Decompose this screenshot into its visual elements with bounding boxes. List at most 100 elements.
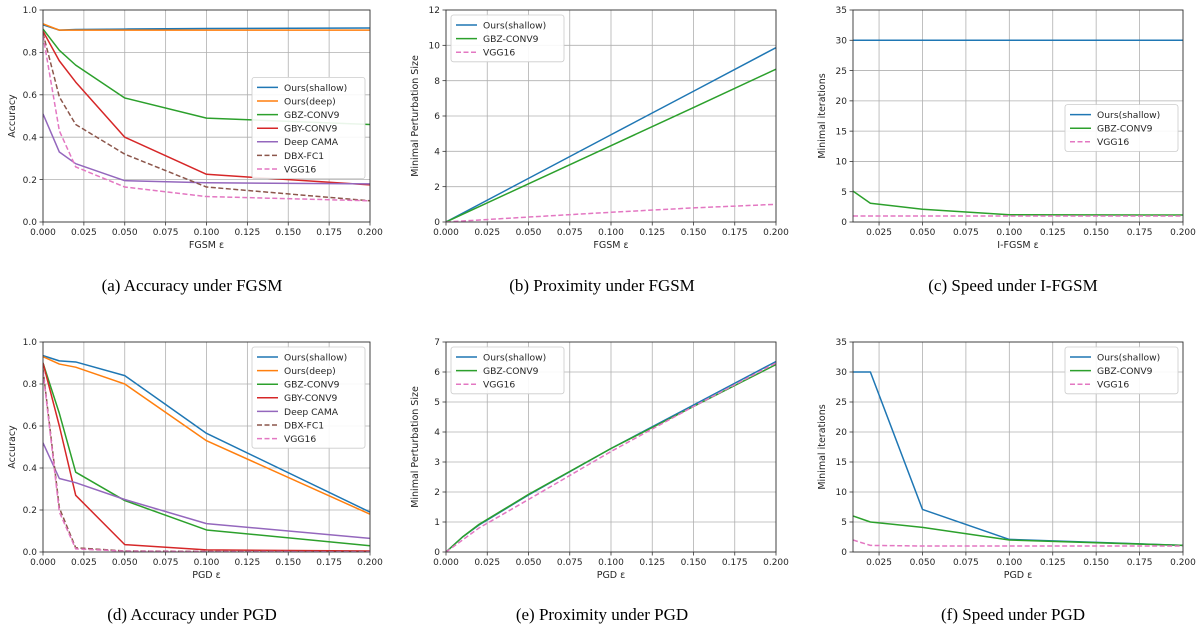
y-tick-label: 0.8 <box>23 380 38 390</box>
series-line-deep-cama <box>43 113 370 185</box>
legend: Ours(shallow) GBZ-CONV9 VGG16 <box>1064 104 1179 152</box>
legend-label: GBZ-CONV9 <box>284 380 340 391</box>
x-axis-label: FGSM ε <box>593 240 628 251</box>
y-tick-label: 20 <box>836 97 848 107</box>
y-tick-label: 8 <box>434 77 440 87</box>
chart-panel-e: 0.000 0.025 0.050 0.075 0.100 0.125 0.150 0.175… <box>410 338 789 581</box>
legend-box <box>450 14 565 63</box>
chart-panel-f: 0.025 0.050 0.075 0.100 0.125 0.150 0.175 0.200… <box>817 338 1196 581</box>
axes-frame <box>42 341 371 553</box>
series-line-gbz-conv9 <box>853 515 1183 547</box>
x-axis-label: I-FGSM ε <box>997 240 1038 251</box>
legend-box <box>1064 346 1179 395</box>
y-axis-label: Minimal Perturbation Size <box>410 55 421 177</box>
y-tick-label: 20 <box>836 428 848 438</box>
legend-label: Ours(shallow) <box>1097 110 1160 121</box>
x-tick-label: 0.050 <box>910 228 936 238</box>
legend-label: GBZ-CONV9 <box>1097 366 1153 377</box>
legend-label: GBY-CONV9 <box>284 124 338 135</box>
series-line-gbz-conv9 <box>43 28 370 126</box>
y-tick-label: 35 <box>836 6 847 16</box>
axes-frame <box>445 9 777 223</box>
y-tick-label: 5 <box>434 398 440 408</box>
x-tick-label: 0.150 <box>275 228 301 238</box>
x-tick-label: 0.050 <box>112 558 138 568</box>
legend-label: GBZ-CONV9 <box>483 366 539 377</box>
x-tick-label: 0.075 <box>557 558 583 568</box>
legend-label: VGG16 <box>1097 380 1129 391</box>
y-tick-label: 2 <box>434 488 440 498</box>
x-tick-label: 0.100 <box>194 228 220 238</box>
x-tick-label: 0.150 <box>275 558 301 568</box>
y-axis-label: Accuracy <box>7 94 18 138</box>
y-tick-label: 30 <box>836 368 848 378</box>
legend-label: Ours(shallow) <box>1097 352 1160 363</box>
x-tick-label: 0.200 <box>1170 228 1196 238</box>
caption-d: (d) Accuracy under PGD <box>107 605 277 624</box>
x-tick-label: 0.175 <box>1127 558 1153 568</box>
series-line-deep-cama <box>43 442 370 540</box>
y-tick-label: 3 <box>434 458 440 468</box>
series-line-gbz-conv9 <box>446 68 776 222</box>
x-tick-label: 0.150 <box>1083 228 1109 238</box>
chart-panel-d: 0.000 0.025 0.050 0.075 0.100 0.125 0.150 0.175… <box>7 338 383 581</box>
legend-label: VGG16 <box>284 164 316 175</box>
legend-label: Ours(deep) <box>284 366 336 377</box>
legend-box <box>1064 104 1179 152</box>
x-tick-label: 0.125 <box>639 228 665 238</box>
y-tick-label: 0 <box>434 218 440 228</box>
x-tick-label: 0.200 <box>357 558 383 568</box>
series-line-gbz-conv9 <box>853 190 1183 216</box>
x-tick-label: 0.000 <box>433 558 459 568</box>
y-axis-label: Minimal iterations <box>817 73 828 158</box>
series-group <box>446 360 776 552</box>
legend: Ours(shallow) GBZ-CONV9 VGG16 <box>450 346 565 395</box>
y-tick-label: 0.0 <box>23 218 38 228</box>
x-tick-label: 0.100 <box>194 558 220 568</box>
series-group <box>853 39 1183 217</box>
series-line-gbz-conv9 <box>43 362 370 547</box>
legend-label: VGG16 <box>1097 137 1129 148</box>
y-tick-label: 5 <box>841 188 847 198</box>
x-tick-label: 0.075 <box>557 228 583 238</box>
series-line-ours-shallow <box>446 46 776 222</box>
legend-box <box>450 346 565 395</box>
series-line-dbx-fc1 <box>43 33 370 202</box>
y-tick-label: 0 <box>841 548 847 558</box>
series-group <box>43 23 370 202</box>
x-tick-label: 0.175 <box>722 558 748 568</box>
y-tick-label: 0.2 <box>23 506 37 516</box>
y-tick-label: 25 <box>836 398 847 408</box>
y-tick-label: 7 <box>434 338 440 348</box>
legend-label: VGG16 <box>284 434 316 445</box>
y-tick-label: 1.0 <box>23 338 38 348</box>
x-tick-label: 0.150 <box>1083 558 1109 568</box>
x-tick-label: 0.075 <box>153 228 179 238</box>
series-line-vgg16 <box>446 203 776 222</box>
legend-label: Ours(shallow) <box>483 352 546 363</box>
legend-label: Ours(deep) <box>284 96 336 107</box>
x-tick-label: 0.000 <box>433 228 459 238</box>
x-tick-label: 0.000 <box>30 558 56 568</box>
legend: Ours(shallow) GBZ-CONV9 VGG16 <box>450 14 565 63</box>
legend-label: Ours(shallow) <box>284 83 347 94</box>
x-tick-label: 0.125 <box>639 558 665 568</box>
x-tick-label: 0.100 <box>598 558 624 568</box>
series-group <box>853 371 1183 547</box>
y-tick-label: 35 <box>836 338 847 348</box>
y-tick-label: 5 <box>841 518 847 528</box>
chart-panel-c: 0.025 0.050 0.075 0.100 0.125 0.150 0.175 0.200… <box>817 6 1196 251</box>
series-group <box>446 46 776 222</box>
legend-label: GBZ-CONV9 <box>483 34 539 45</box>
y-tick-label: 0 <box>841 218 847 228</box>
legend: Ours(shallow) Ours(deep) GBZ-CONV9 GBY-CONV… <box>251 77 366 179</box>
x-tick-label: 0.025 <box>474 228 500 238</box>
series-line-ours-deep <box>43 23 370 31</box>
series-line-vgg16 <box>446 362 776 552</box>
legend-label: Deep CAMA <box>284 407 339 418</box>
legend-label: VGG16 <box>483 48 515 59</box>
legend-label: GBZ-CONV9 <box>1097 124 1153 135</box>
x-axis-label: PGD ε <box>597 570 626 581</box>
x-tick-label: 0.025 <box>866 228 892 238</box>
x-tick-label: 0.125 <box>1040 228 1066 238</box>
